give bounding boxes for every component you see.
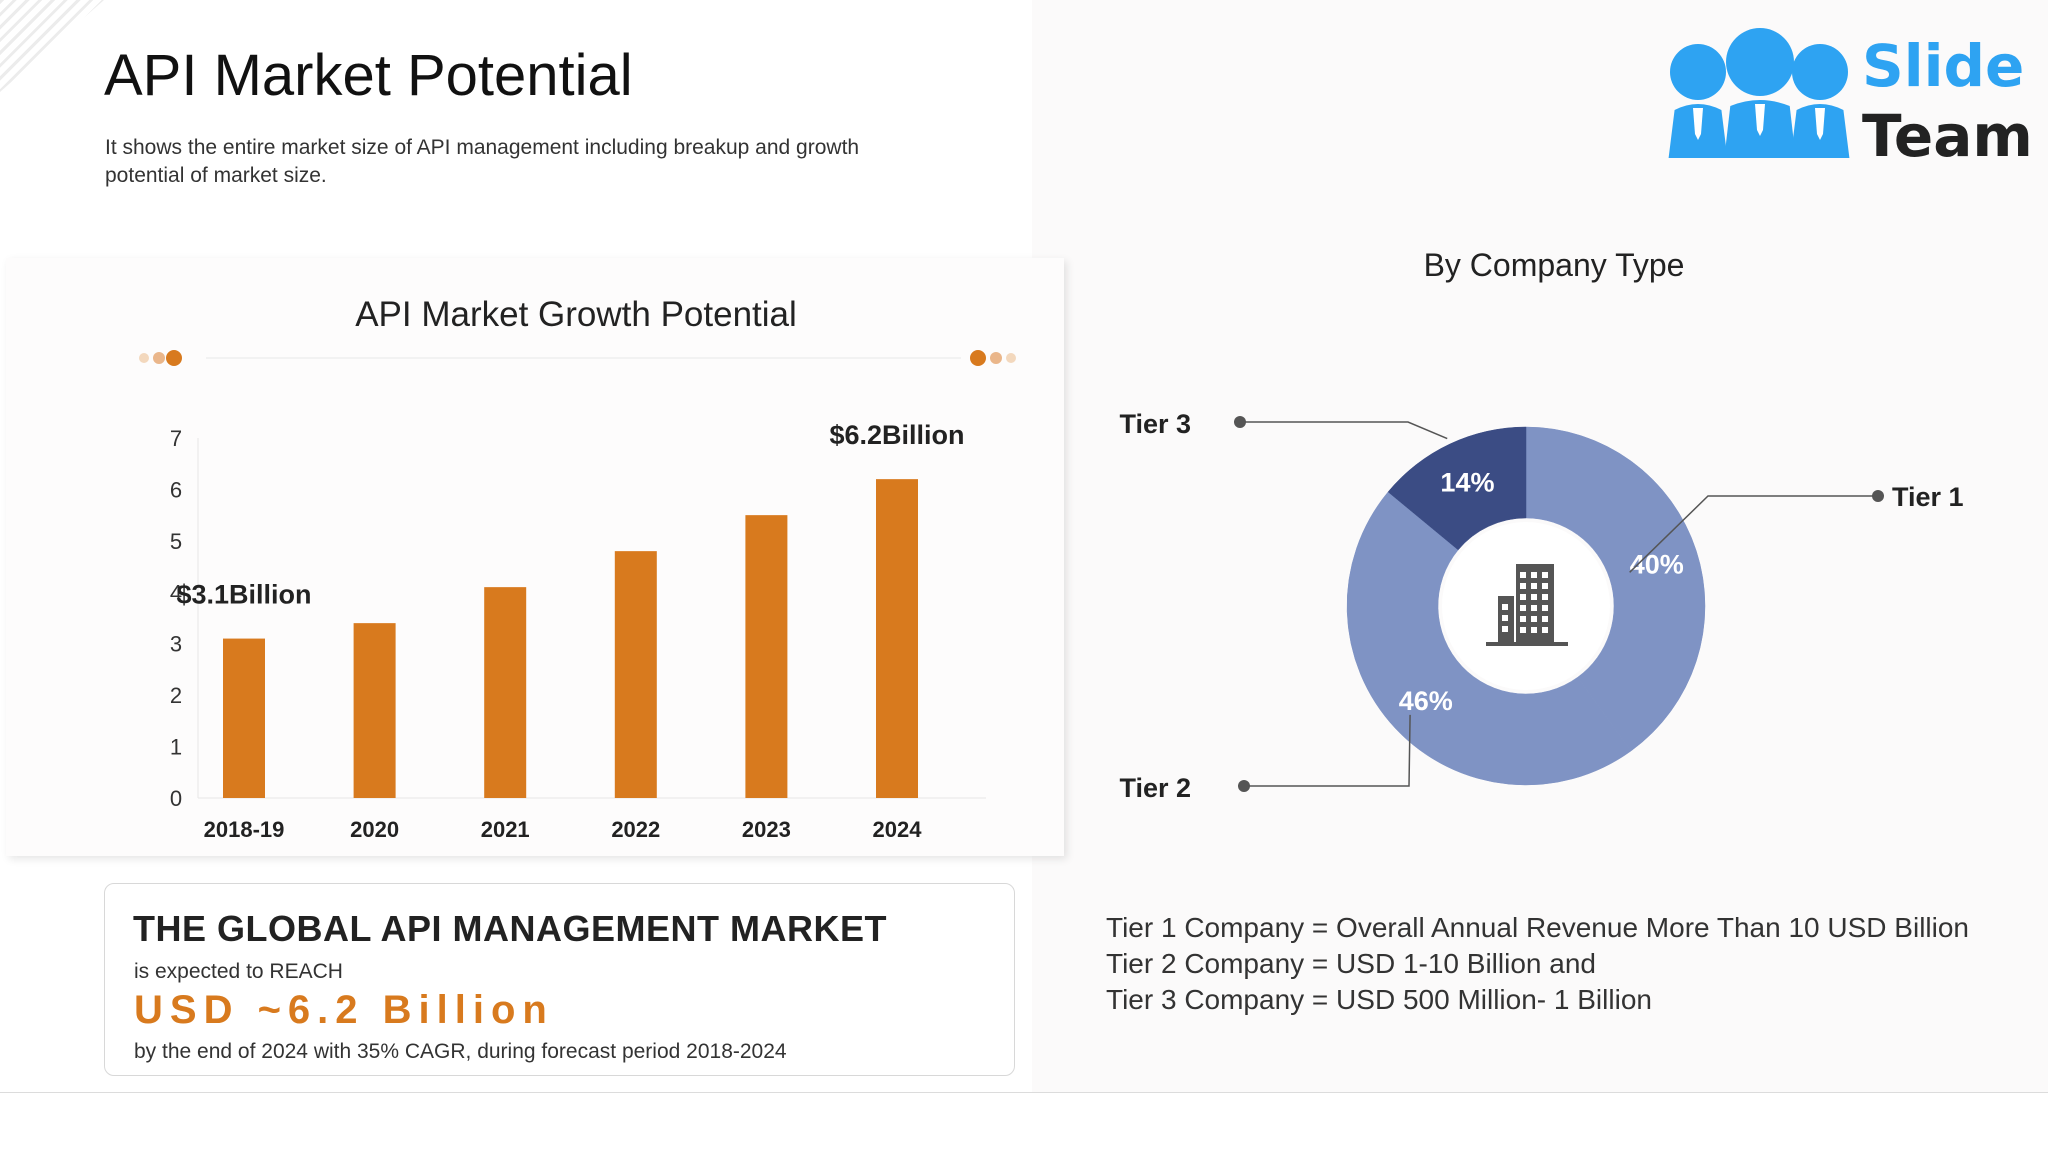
building-window — [1542, 572, 1548, 578]
page-title: API Market Potential — [104, 43, 633, 108]
y-tick-label: 7 — [170, 426, 182, 451]
building-window — [1520, 594, 1526, 600]
divider-dot — [139, 353, 149, 363]
building-icon — [1486, 564, 1568, 646]
market-box-forecast-text: by the end of 2024 with 35% CAGR, during… — [134, 1040, 787, 1063]
building-window — [1542, 583, 1548, 589]
building-window — [1542, 616, 1548, 622]
building-window — [1520, 572, 1526, 578]
x-tick-label: 2018-19 — [204, 817, 285, 842]
x-tick-label: 2021 — [481, 817, 530, 842]
y-tick-label: 5 — [170, 529, 182, 554]
chart-title: API Market Growth Potential — [355, 295, 797, 334]
x-tick-label: 2022 — [611, 817, 660, 842]
slideteam-logo: Slide Team — [1660, 26, 2033, 176]
leader-line — [1244, 714, 1411, 787]
logo-text-team: Team — [1862, 102, 2033, 170]
y-tick-label: 6 — [170, 477, 182, 502]
y-tick-label: 4 — [170, 580, 182, 605]
building-window — [1531, 594, 1537, 600]
bar-2023 — [745, 515, 788, 798]
market-box-title: THE GLOBAL API MANAGEMENT MARKET — [133, 908, 887, 949]
x-tick-label: 2023 — [742, 817, 791, 842]
building-window — [1520, 616, 1526, 622]
tier-definitions: Tier 1 Company = Overall Annual Revenue … — [1106, 910, 1969, 1018]
page-subtitle: It shows the entire market size of API m… — [105, 136, 860, 187]
building-window — [1502, 615, 1508, 621]
leader-line — [1240, 421, 1448, 440]
building-window — [1531, 605, 1537, 611]
divider-dot — [1006, 353, 1016, 363]
building-window — [1531, 627, 1537, 633]
tier-label: Tier 1 — [1892, 482, 1964, 512]
building-window — [1542, 605, 1548, 611]
logo-person-tie — [1755, 104, 1765, 136]
bar-2021 — [484, 587, 527, 798]
building-window — [1531, 616, 1537, 622]
divider-dot — [153, 352, 165, 364]
y-tick-label: 2 — [170, 683, 182, 708]
logo-person-head — [1670, 44, 1726, 100]
bar-2024 — [876, 479, 918, 798]
people-logo-icon — [1668, 28, 1850, 158]
building-window — [1542, 627, 1548, 633]
leader-line — [1629, 495, 1878, 573]
bar-value-annotation: $6.2Billion — [829, 420, 964, 450]
bar-chart: API Market Growth Potential 0 1 2 3 4 5 6 7 2018-… — [139, 295, 1016, 842]
building-window — [1502, 604, 1508, 610]
building-window — [1531, 583, 1537, 589]
market-summary-box: THE GLOBAL API MANAGEMENT MARKET is expe… — [104, 883, 1015, 1076]
leader-dot — [1234, 416, 1246, 428]
logo-person-head — [1726, 28, 1794, 96]
divider-dot — [166, 350, 182, 366]
donut-slice-tier-1 — [1525, 426, 1706, 752]
bottom-divider — [0, 1092, 2048, 1093]
tier-label: Tier 2 — [1119, 773, 1191, 803]
building-window — [1502, 626, 1508, 632]
building-window — [1520, 605, 1526, 611]
y-tick-label: 1 — [170, 735, 182, 760]
logo-person-tie — [1815, 108, 1825, 140]
donut-slice-tier-3 — [1387, 426, 1527, 551]
donut-title: By Company Type — [1424, 247, 1685, 283]
logo-text-slide: Slide — [1862, 32, 2025, 100]
bar-2020 — [353, 623, 396, 798]
divider-dot — [970, 350, 986, 366]
bar-chart-card: API Market Growth Potential 0 1 2 3 4 5 6 7 2018-… — [6, 258, 1064, 856]
y-tick-label: 0 — [170, 786, 182, 811]
tier-1-definition: Tier 1 Company = Overall Annual Revenue … — [1106, 912, 1969, 943]
market-box-reach-text: is expected to REACH — [134, 960, 343, 983]
building-window — [1520, 583, 1526, 589]
building-window — [1531, 572, 1537, 578]
divider-dot — [990, 352, 1002, 364]
leader-dot — [1872, 490, 1884, 502]
tier-2-definition: Tier 2 Company = USD 1-10 Billion and — [1106, 948, 1596, 979]
donut-value-label: 46% — [1399, 686, 1453, 716]
corner-hatch-decoration — [0, 0, 104, 92]
bar-2018-19 — [223, 638, 265, 798]
x-tick-label: 2020 — [350, 817, 399, 842]
building-window — [1520, 627, 1526, 633]
logo-person-head — [1792, 44, 1848, 100]
y-tick-label: 3 — [170, 632, 182, 657]
building-ground — [1486, 642, 1568, 646]
donut-value-label: 40% — [1630, 550, 1684, 580]
market-box-value: USD ~6.2 Billion — [134, 988, 554, 1032]
bar-value-annotation: $3.1Billion — [176, 580, 311, 610]
donut-chart: By Company Type 40% 46% 14% Tier 1 Tier 2 Tier… — [1119, 247, 1964, 803]
donut-value-label: 14% — [1440, 468, 1494, 498]
logo-person-tie — [1693, 108, 1703, 140]
tier-label: Tier 3 — [1119, 409, 1191, 439]
tier-3-definition: Tier 3 Company = USD 500 Million- 1 Bill… — [1106, 984, 1652, 1015]
leader-dot — [1238, 780, 1250, 792]
x-tick-label: 2024 — [873, 817, 923, 842]
building-window — [1542, 594, 1548, 600]
bar-2022 — [614, 551, 657, 798]
